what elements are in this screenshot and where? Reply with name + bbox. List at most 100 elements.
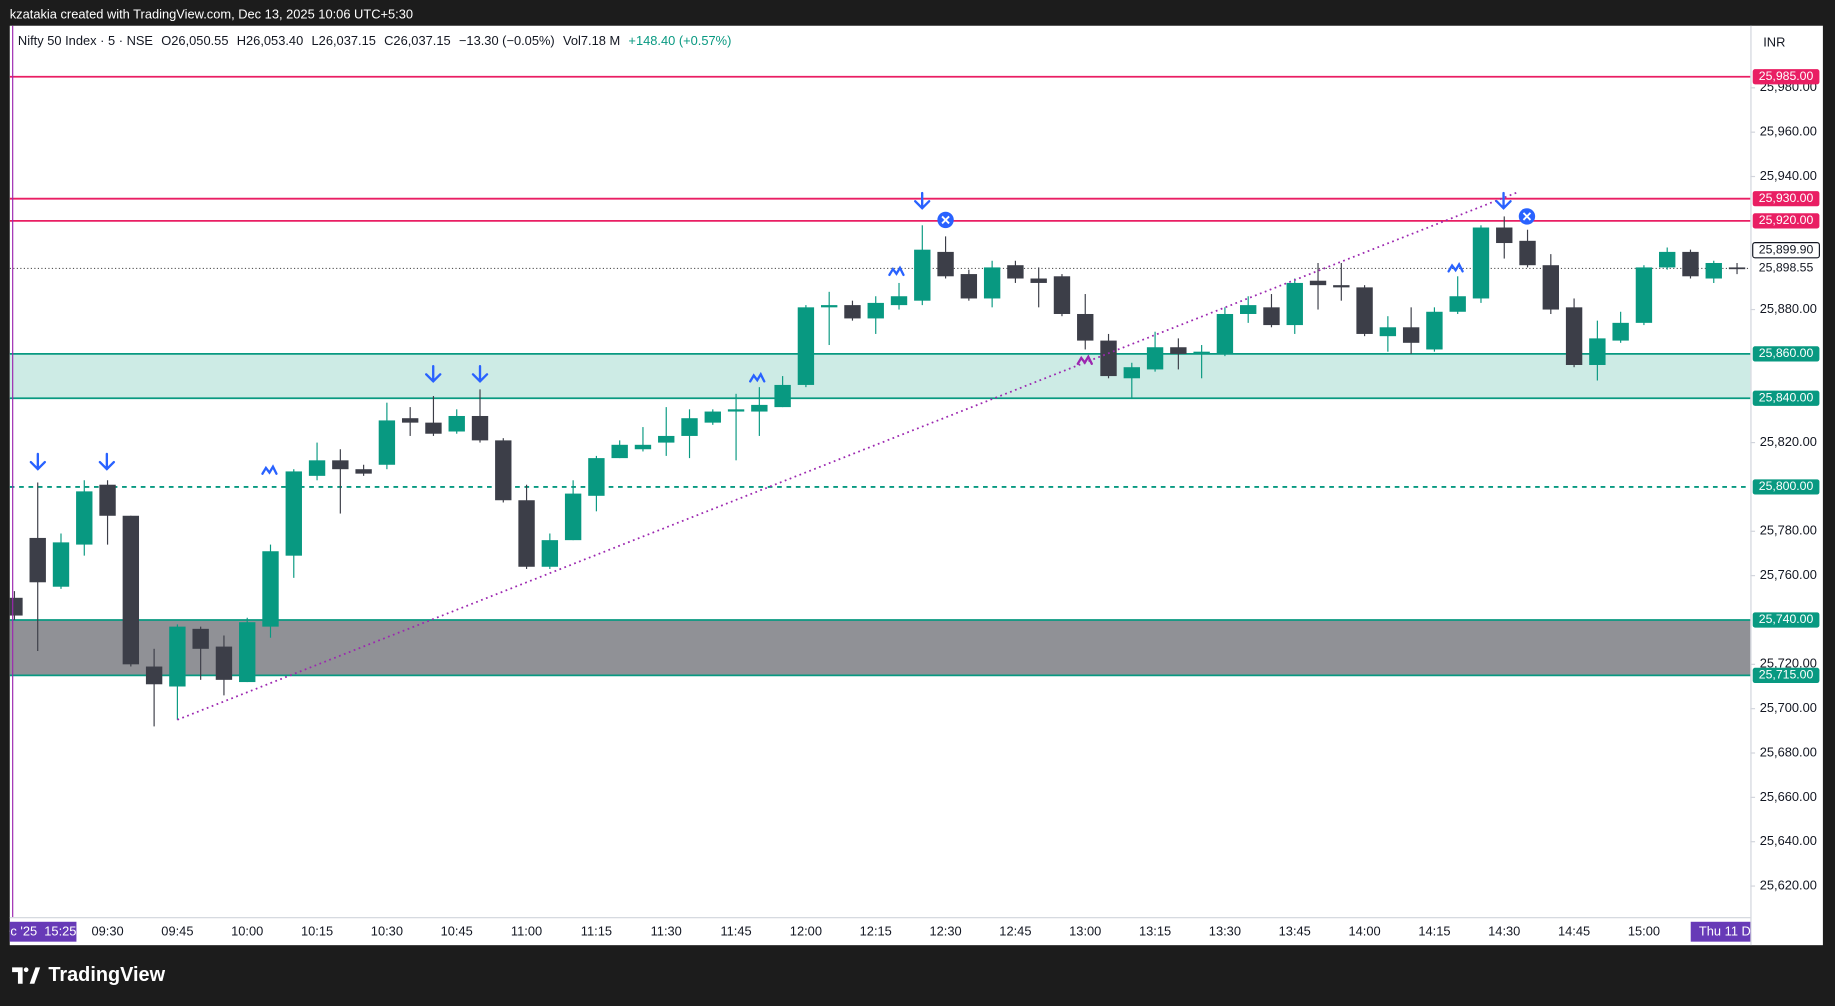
- candle-body: [1659, 251, 1676, 268]
- candle-body: [1286, 282, 1303, 326]
- x-tick-label: 14:30: [1488, 924, 1520, 939]
- candle-body: [1193, 351, 1210, 354]
- x-tick-label: 13:15: [1139, 924, 1171, 939]
- credit: kzatakia created with TradingView.com, D…: [10, 7, 413, 22]
- flag-icon: [888, 265, 905, 277]
- candle-body: [634, 444, 652, 450]
- candle-body: [332, 460, 349, 470]
- x-tick-label: 10:30: [371, 924, 403, 939]
- candle-body: [1356, 287, 1373, 334]
- candle-body: [1123, 367, 1140, 379]
- candle-body: [215, 646, 233, 680]
- logo-mark: [12, 967, 41, 984]
- y-tick-label: 25,640.00: [1760, 833, 1817, 848]
- level-label: 25,930.00: [1759, 191, 1814, 205]
- candle-body: [1519, 240, 1536, 266]
- candle-body: [495, 440, 512, 501]
- exit-marker-x: [1522, 212, 1532, 221]
- candle-body: [1589, 338, 1606, 365]
- high: H26,053.40: [237, 34, 304, 49]
- candle-body: [1496, 227, 1513, 244]
- logo: TradingView: [12, 964, 166, 986]
- y-tick-label: 25,880.00: [1760, 301, 1817, 316]
- last-price-label: 25,898.55: [1759, 261, 1814, 275]
- candle-body: [1216, 313, 1234, 354]
- candle-body: [890, 296, 908, 306]
- level-label-box: [1752, 191, 1820, 207]
- candle-body: [99, 484, 116, 516]
- x-tick-label: 11:30: [651, 924, 682, 939]
- candle-body: [1426, 311, 1443, 350]
- candle-body: [401, 418, 419, 423]
- x-tick-label: 13:30: [1209, 924, 1241, 939]
- x-tick-label: 15:00: [1628, 924, 1660, 939]
- crosshair-price-label: 25,899.90: [1759, 242, 1814, 256]
- level-label: 25,985.00: [1759, 69, 1814, 83]
- chart-area: [9, 25, 1823, 946]
- x-tick-label: 14:00: [1348, 924, 1380, 939]
- plot: [9, 75, 1751, 727]
- down-arrow: [1495, 191, 1512, 210]
- candle-body: [1333, 285, 1350, 288]
- candle-body: [937, 251, 954, 277]
- candle-body: [588, 458, 605, 496]
- candle-body: [844, 305, 861, 319]
- down-arrow: [425, 364, 442, 383]
- currency: INR: [1763, 35, 1785, 50]
- level-label: 25,840.00: [1759, 390, 1814, 404]
- candle-body: [774, 384, 791, 408]
- candle-body: [1053, 276, 1071, 314]
- candle-body: [1682, 251, 1699, 277]
- level-label: 25,920.00: [1759, 213, 1814, 227]
- candle-body: [797, 307, 815, 385]
- candle-body: [471, 415, 489, 441]
- level-label-box: [1752, 69, 1820, 85]
- candle-body: [611, 444, 628, 459]
- y-tick-label: 25,680.00: [1760, 744, 1817, 759]
- y-tick-label: 25,820.00: [1760, 434, 1817, 449]
- candle-body: [1542, 265, 1560, 310]
- candle-body: [658, 435, 675, 443]
- candle-body: [285, 471, 302, 556]
- x-tick-label: 10:15: [301, 924, 333, 939]
- x-tick-label: 11:45: [720, 924, 751, 939]
- candle-body: [1170, 347, 1187, 354]
- candle-body: [1379, 327, 1397, 337]
- exit-markers: [937, 208, 1536, 229]
- level-label-box: [1752, 390, 1820, 406]
- candle-body: [867, 302, 884, 319]
- candle-body: [239, 622, 256, 683]
- flag-icon: [261, 464, 278, 475]
- candle-body: [122, 515, 140, 665]
- x-tick-label: 13:00: [1069, 924, 1101, 939]
- level-label-box: [1752, 213, 1820, 229]
- down-arrow: [913, 191, 931, 210]
- candle-body: [1030, 278, 1047, 283]
- candle-body: [960, 274, 978, 299]
- level-label: 25,740.00: [1759, 612, 1814, 626]
- candle-body: [1402, 327, 1420, 343]
- exit-marker-x: [941, 215, 950, 225]
- candle-body: [1565, 307, 1583, 365]
- candle-body: [378, 420, 396, 465]
- candle-body: [448, 415, 465, 432]
- candle-body: [564, 493, 582, 541]
- open: O26,050.55: [161, 34, 228, 49]
- candle-body: [1263, 307, 1280, 326]
- y-tick-label: 25,720.00: [1760, 656, 1817, 671]
- x-tick-label: 12:15: [860, 924, 892, 939]
- candle-body: [145, 666, 163, 685]
- level-label: 25,800.00: [1759, 479, 1814, 493]
- x-tick-label: 14:45: [1558, 924, 1590, 939]
- x-tick-label: 11:00: [511, 924, 542, 939]
- candle-body: [518, 500, 535, 567]
- volume: Vol7.18 M: [563, 34, 620, 49]
- x-tick-label: 12:00: [790, 924, 822, 939]
- candle-body: [820, 305, 838, 308]
- y-tick-label: 25,660.00: [1760, 789, 1817, 804]
- trendline: [177, 191, 1519, 721]
- x-tick-label: 09:45: [161, 924, 193, 939]
- level-label: 25,860.00: [1759, 346, 1814, 360]
- level-label-box: [1752, 346, 1820, 362]
